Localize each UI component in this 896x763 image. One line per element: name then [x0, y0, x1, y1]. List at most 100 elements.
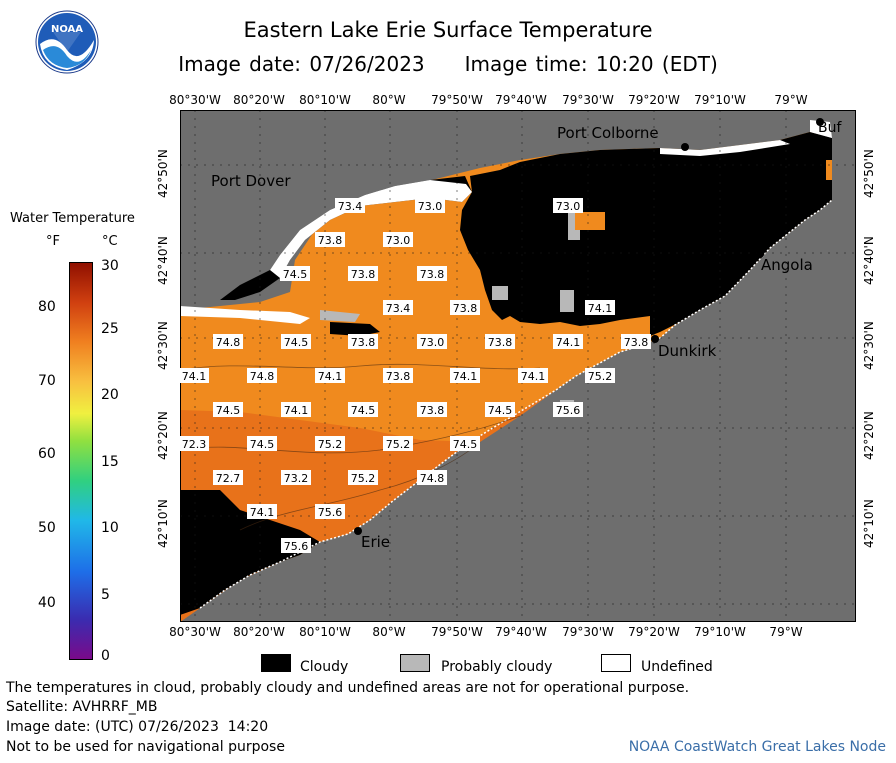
- angola-marker: [756, 250, 764, 258]
- lon-tick-top: 79°W: [774, 93, 808, 107]
- temperature-label-box: [348, 402, 378, 417]
- temperature-label-box: [553, 334, 583, 349]
- temperature-label-box: [247, 368, 277, 383]
- c-tick: 20: [101, 387, 119, 403]
- cloudy-label: Cloudy: [300, 659, 349, 675]
- image-time: Image time: 10:20 (EDT): [464, 52, 718, 76]
- f-tick: 80: [38, 299, 56, 315]
- temperature-label-box: [281, 538, 311, 553]
- probably-cloudy-swatch: [400, 654, 430, 672]
- probably-cloudy-label: Probably cloudy: [441, 659, 553, 675]
- unit-celsius: °C: [102, 234, 118, 249]
- f-tick: 70: [38, 373, 56, 389]
- temperature-label-box: [213, 334, 243, 349]
- temperature-label-box: [383, 300, 413, 315]
- lon-tick-bottom: 79°20'W: [628, 625, 680, 639]
- warm-spot: [826, 160, 832, 180]
- temperature-label-box: [585, 368, 615, 383]
- temperature-label-box: [315, 368, 345, 383]
- temperature-label-box: [553, 198, 583, 213]
- temperature-label: 73.8: [351, 268, 376, 281]
- temperature-label: 74.1: [182, 370, 207, 383]
- dunkirk-marker: [651, 335, 659, 343]
- temperature-label: 75.2: [588, 370, 613, 383]
- lon-tick-top: 79°10'W: [694, 93, 746, 107]
- temperature-label: 74.5: [283, 268, 308, 281]
- place-dunkirk: Dunkirk: [658, 342, 717, 360]
- place-angola: Angola: [761, 256, 813, 274]
- south-shoreline: [199, 199, 833, 609]
- temperature-label: 75.6: [556, 404, 581, 417]
- temperature-label: 74.8: [250, 370, 275, 383]
- undefined-swatch: [601, 654, 631, 672]
- temperature-label: 72.7: [216, 472, 241, 485]
- undefined-region-buffalo: [810, 120, 832, 138]
- temperature-label: 73.8: [488, 336, 513, 349]
- credit: NOAA CoastWatch Great Lakes Node: [628, 739, 886, 755]
- cloudy-swatch: [261, 654, 291, 672]
- temperature-label-box: [348, 470, 378, 485]
- lat-tick-right: 42°10'N: [862, 499, 876, 548]
- undefined-region-east: [660, 140, 790, 156]
- lat-tick-right: 42°30'N: [862, 321, 876, 370]
- cloud-region-southwest: [180, 490, 320, 615]
- f-tick: 60: [38, 446, 56, 462]
- temperature-label: 74.5: [488, 404, 513, 417]
- temperature-label-box: [518, 368, 548, 383]
- temperature-label-box: [450, 436, 480, 451]
- undefined-region-north-shore: [270, 180, 472, 278]
- temperature-label: 73.8: [624, 336, 649, 349]
- temperature-label: 74.1: [521, 370, 546, 383]
- buffalo-marker: [816, 118, 824, 126]
- lat-tick-left: 42°50'N: [156, 149, 170, 198]
- temperature-label-box: [315, 232, 345, 247]
- depth-contour: [180, 363, 541, 371]
- temperature-labels: 73.4 73.0 73.0 73.8 73.0 74.5 73.8 73.8 73.4 73.8…: [180, 198, 651, 553]
- depth-contour: [180, 415, 521, 454]
- lat-tick-right: 42°50'N: [862, 149, 876, 198]
- temperature-label-box: [281, 334, 311, 349]
- temperature-label-box: [281, 470, 311, 485]
- temperature-label: 73.0: [556, 200, 581, 213]
- lon-tick-bottom: 79°W: [769, 625, 803, 639]
- temperature-label-box: [180, 436, 209, 451]
- temperature-label: 73.0: [420, 336, 445, 349]
- temperature-label-box: [417, 266, 447, 281]
- temperature-label: 73.0: [418, 200, 443, 213]
- lat-tick-left: 42°40'N: [156, 236, 170, 285]
- lat-tick-right: 42°20'N: [862, 411, 876, 460]
- temperature-label: 75.2: [351, 472, 376, 485]
- temperature-label: 74.5: [453, 438, 478, 451]
- image-date: Image date: 07/26/2023: [178, 52, 425, 76]
- map-frame: [180, 110, 856, 622]
- satellite: Satellite: AVHRRF_MB: [6, 699, 158, 715]
- temperature-label: 73.4: [386, 302, 411, 315]
- lat-tick-left: 42°10'N: [156, 499, 170, 548]
- map-subtitle: Image date: 07/26/2023 Image time: 10:20 …: [0, 52, 896, 76]
- utc-date: Image date: (UTC) 07/26/2023 14:20: [6, 719, 269, 735]
- temperature-label: 75.2: [318, 438, 343, 451]
- temperature-label: 74.1: [453, 370, 478, 383]
- temperature-label-box: [281, 402, 311, 417]
- lat-tick-right: 42°40'N: [862, 236, 876, 285]
- lon-tick-bottom: 80°30'W: [169, 625, 221, 639]
- temperature-label-box: [417, 470, 447, 485]
- temperature-label: 74.1: [250, 506, 275, 519]
- temperature-label-box: [348, 334, 378, 349]
- c-tick: 30: [101, 258, 119, 274]
- noaa-logo: NOAA: [35, 10, 99, 78]
- legend-title: Water Temperature: [10, 211, 135, 226]
- lon-tick-top: 80°20'W: [233, 93, 285, 107]
- unit-fahrenheit: °F: [46, 234, 60, 249]
- temperature-label-box: [213, 402, 243, 417]
- temperature-label: 73.8: [420, 404, 445, 417]
- lon-tick-top: 80°W: [372, 93, 406, 107]
- navigation-note: Not to be used for navigational purpose: [6, 739, 285, 755]
- undefined-label: Undefined: [641, 659, 713, 675]
- temperature-label: 74.5: [250, 438, 275, 451]
- temperature-label: 73.8: [351, 336, 376, 349]
- temperature-label: 74.1: [284, 404, 309, 417]
- f-tick: 40: [38, 595, 56, 611]
- temperature-label-box: [180, 368, 209, 383]
- graticule: [180, 110, 856, 622]
